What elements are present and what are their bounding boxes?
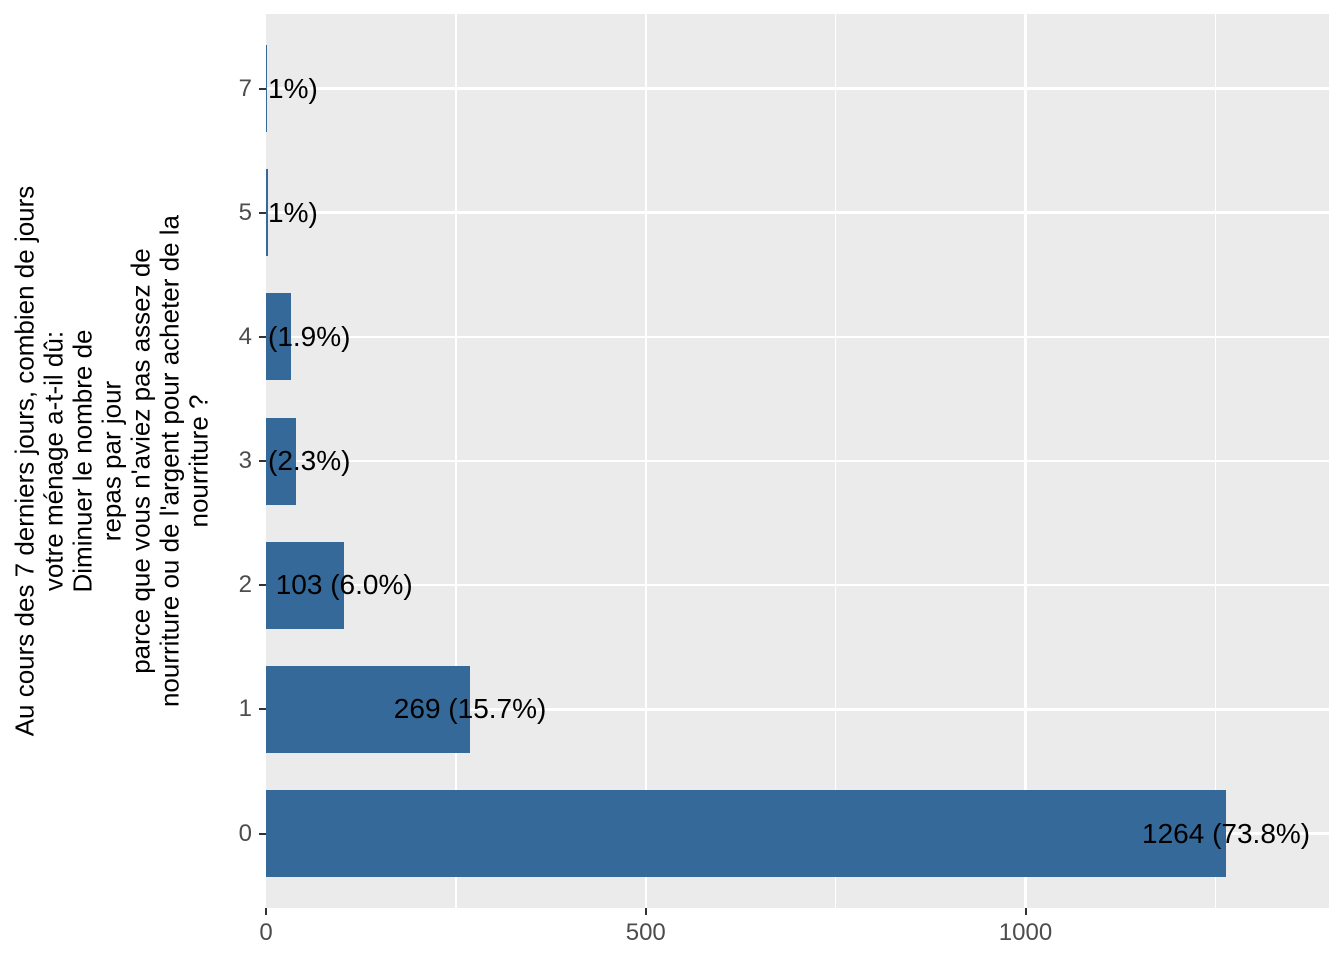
- bar: [266, 541, 345, 629]
- y-tick-mark: [259, 708, 266, 711]
- x-tick-mark: [644, 908, 647, 915]
- gridline-horizontal-major: [266, 459, 1329, 463]
- bar-label: 1%): [268, 196, 318, 228]
- bar: [266, 45, 267, 132]
- bar-label: 1264 (73.8%): [1142, 817, 1311, 849]
- bar: [266, 665, 471, 753]
- x-tick-label: 1000: [998, 919, 1053, 946]
- x-tick-mark: [265, 908, 267, 915]
- bar: [266, 417, 297, 505]
- y-tick-label: 4: [238, 322, 252, 350]
- bar-label: 1%): [268, 72, 318, 104]
- gridline-horizontal-major: [266, 335, 1329, 339]
- y-tick-mark: [259, 211, 266, 214]
- bar-label: 269 (15.7%): [393, 693, 547, 725]
- y-tick-mark: [259, 87, 266, 90]
- bar-label: 103 (6.0%): [275, 569, 413, 601]
- y-axis-title: Au cours des 7 derniers jours, combien d…: [9, 185, 214, 737]
- y-tick-label: 2: [238, 571, 252, 599]
- y-tick-label: 3: [238, 447, 252, 474]
- y-tick-label: 7: [238, 74, 252, 102]
- bar: [266, 293, 292, 381]
- x-tick-mark: [1024, 908, 1027, 915]
- y-tick-mark: [259, 584, 266, 587]
- bar-label: (1.9%): [268, 320, 351, 352]
- gridline-horizontal-major: [266, 583, 1329, 587]
- plot-panel: 1264 (73.8%) 269 (15.7%) 103 (6.0%) (2.3%) (…: [266, 14, 1329, 908]
- y-tick-mark: [259, 335, 266, 338]
- y-tick-label: 0: [238, 819, 252, 847]
- bar: [266, 169, 268, 257]
- y-tick-mark: [259, 460, 266, 462]
- y-tick-label: 1: [238, 695, 252, 723]
- x-tick-label: 0: [259, 919, 273, 946]
- gridline-horizontal-major: [266, 708, 1329, 711]
- bar-label: (2.3%): [268, 445, 351, 476]
- y-tick-mark: [259, 832, 266, 835]
- bar: [266, 790, 1226, 878]
- gridline-horizontal-major: [266, 87, 1329, 90]
- gridline-horizontal-major: [266, 211, 1329, 214]
- x-tick-label: 500: [625, 919, 666, 946]
- y-tick-label: 5: [238, 198, 252, 226]
